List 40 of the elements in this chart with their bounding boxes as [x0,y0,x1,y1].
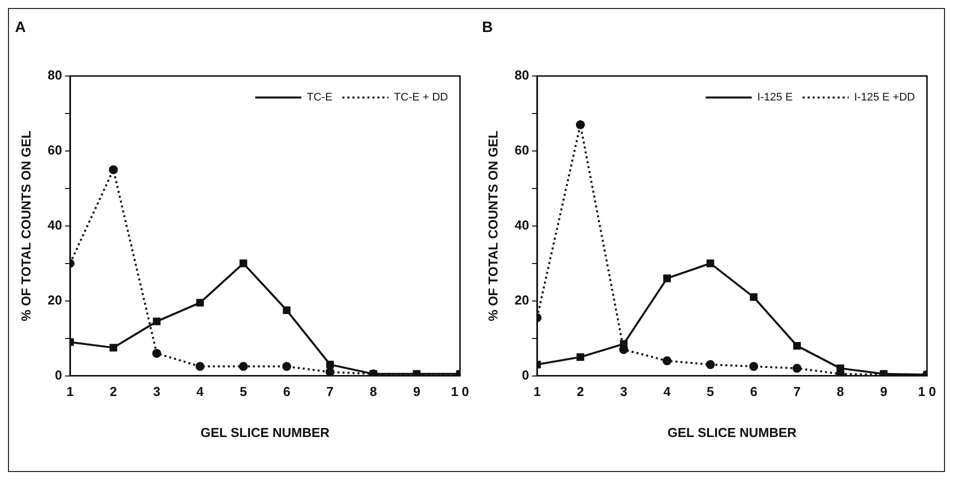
x-tick-label: 9 [413,384,420,400]
x-tick-label: 8 [836,384,844,400]
y-axis-title: % OF TOTAL COUNTS ON GEL [18,130,34,322]
chart-title: B [482,19,493,36]
legend-label: I-125 E [757,92,793,104]
x-tick-label: 4 [196,384,204,400]
legend-label: TC-E [306,92,332,104]
x-tick-label: 1 0 [450,384,470,400]
chart-title: A [15,19,26,36]
y-tick-label: 40 [514,217,530,232]
y-tick-label: 80 [48,68,62,83]
x-tick-label: 7 [793,384,801,400]
x-tick-label: 5 [240,384,247,400]
x-axis-title: GEL SLICE NUMBER [200,424,330,440]
x-tick-label: 6 [283,384,290,400]
y-tick-label: 80 [514,68,530,83]
x-tick-label: 3 [620,384,628,400]
x-tick-label: 6 [750,384,758,400]
x-tick-label: 2 [110,384,118,400]
x-tick-label: 5 [706,384,714,400]
x-tick-label: 3 [153,384,160,400]
y-tick-label: 40 [48,217,62,232]
x-tick-label: 1 0 [918,384,936,400]
x-tick-label: 2 [576,384,584,400]
x-tick-label: 7 [326,384,334,400]
x-tick-label: 4 [663,384,672,400]
y-axis-title: % OF TOTAL COUNTS ON GEL [485,130,500,322]
x-tick-label: 8 [370,384,377,400]
legend-label: TC-E + DD [394,92,448,104]
x-tick-label: 9 [880,384,888,400]
y-tick-label: 60 [48,142,62,158]
y-tick-label: 0 [54,367,62,382]
y-tick-label: 20 [514,292,530,308]
legend-label: I-125 E +DD [854,92,916,104]
x-tick-label: 1 [533,384,541,400]
x-axis-title: GEL SLICE NUMBER [668,424,798,440]
y-tick-label: 0 [522,367,530,382]
y-tick-label: 60 [514,142,530,158]
y-tick-label: 20 [48,292,62,308]
x-tick-label: 1 [66,384,74,400]
